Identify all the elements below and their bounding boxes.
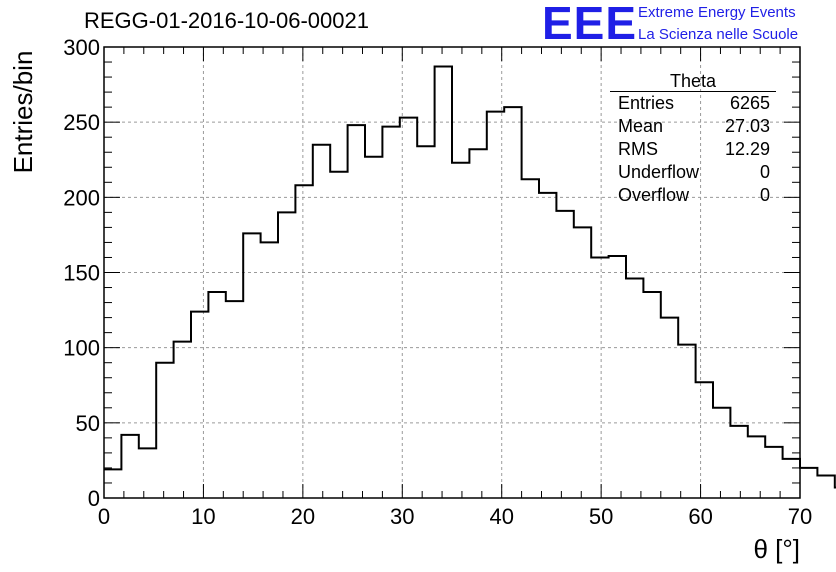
y-tick-label: 250 bbox=[63, 110, 100, 135]
histogram-line bbox=[104, 65, 836, 489]
histogram-bin bbox=[469, 149, 486, 498]
histogram-bin bbox=[295, 185, 312, 498]
plot-frame bbox=[103, 46, 801, 499]
logo-line-2: La Scienza nelle Scuole bbox=[638, 26, 799, 43]
histogram-bin bbox=[661, 318, 678, 498]
stats-row-overflow: Overflow 0 bbox=[610, 184, 776, 207]
histogram-bin bbox=[417, 146, 434, 498]
histogram-bin bbox=[121, 435, 138, 498]
stats-value: 0 bbox=[759, 185, 770, 205]
stats-label: Entries bbox=[618, 93, 675, 113]
stats-box: Theta Entries 6265 Mean 27.03 RMS 12.29 … bbox=[610, 72, 776, 207]
histogram-bin bbox=[313, 145, 330, 498]
histogram-bin bbox=[626, 279, 643, 498]
stats-title: Theta bbox=[610, 72, 776, 92]
stats-label: Overflow bbox=[618, 185, 690, 205]
stats-value: 27.03 bbox=[724, 116, 770, 136]
eee-logo: EEE Extreme Energy Events La Scienza nel… bbox=[542, 0, 834, 49]
eee-logo-mark: EEE bbox=[542, 0, 638, 49]
histogram-bin bbox=[365, 157, 382, 498]
run-title: REGG-01-2016-10-06-00021 bbox=[84, 8, 369, 33]
histogram-bin bbox=[817, 475, 834, 498]
x-tick-label: 50 bbox=[589, 504, 613, 529]
histogram-series bbox=[104, 65, 836, 498]
histogram-bin bbox=[504, 107, 521, 498]
histogram-bin bbox=[487, 112, 504, 498]
histogram-bin bbox=[208, 292, 225, 498]
logo-line-1: Extreme Energy Events bbox=[638, 4, 796, 21]
histogram-bin bbox=[226, 301, 243, 498]
y-tick-label: 150 bbox=[63, 261, 100, 286]
stats-label: Mean bbox=[618, 116, 664, 136]
histogram-bin bbox=[174, 342, 191, 498]
x-axis-label: θ [°] bbox=[753, 534, 800, 564]
histogram-bin bbox=[400, 118, 417, 498]
tick-labels: 0 10 20 30 40 50 60 70 0 50 100 150 200 250 300 bbox=[63, 35, 812, 529]
histogram-bin bbox=[730, 426, 747, 498]
x-tick-label: 20 bbox=[291, 504, 315, 529]
stats-row-rms: RMS 12.29 bbox=[610, 138, 776, 161]
histogram-bin bbox=[800, 468, 817, 498]
y-tick-label: 200 bbox=[63, 185, 100, 210]
histogram-bin bbox=[382, 127, 399, 498]
histogram-bin bbox=[765, 447, 782, 498]
histogram-bin bbox=[348, 125, 365, 498]
histogram-bin bbox=[139, 448, 156, 498]
y-tick-label: 100 bbox=[63, 336, 100, 361]
histogram-bin bbox=[539, 193, 556, 498]
histogram-bin bbox=[783, 459, 800, 498]
y-tick-label: 300 bbox=[63, 35, 100, 60]
histogram-bin bbox=[104, 469, 121, 498]
histogram-bin bbox=[713, 408, 730, 498]
histogram-bin bbox=[556, 211, 573, 498]
stats-value: 0 bbox=[759, 162, 770, 182]
x-tick-label: 30 bbox=[390, 504, 414, 529]
stats-value: 12.29 bbox=[724, 139, 770, 159]
x-tick-label: 60 bbox=[688, 504, 712, 529]
histogram-bin bbox=[696, 382, 713, 498]
x-tick-label: 10 bbox=[191, 504, 215, 529]
histogram-bin bbox=[330, 172, 347, 498]
y-tick-label: 50 bbox=[76, 411, 100, 436]
histogram-bin bbox=[591, 257, 608, 498]
histogram-bin bbox=[748, 436, 765, 498]
histogram-bin bbox=[243, 233, 260, 498]
histogram-bin bbox=[643, 292, 660, 498]
histogram-bin bbox=[574, 227, 591, 498]
histogram-bin bbox=[278, 212, 295, 498]
histogram-bin bbox=[191, 312, 208, 498]
x-tick-label: 40 bbox=[489, 504, 513, 529]
x-tick-label: 0 bbox=[98, 504, 110, 529]
histogram-bin bbox=[452, 163, 469, 498]
histogram-bin bbox=[261, 242, 278, 498]
x-tick-label: 70 bbox=[788, 504, 812, 529]
y-axis-label: Entries/bin bbox=[8, 51, 38, 174]
stats-row-underflow: Underflow 0 bbox=[610, 161, 776, 184]
histogram-bin bbox=[156, 363, 173, 498]
stats-row-entries: Entries 6265 bbox=[610, 92, 776, 115]
histogram-bin bbox=[678, 345, 695, 498]
stats-label: Underflow bbox=[618, 162, 700, 182]
stats-row-mean: Mean 27.03 bbox=[610, 115, 776, 138]
histogram-bin bbox=[609, 256, 626, 498]
histogram-bin bbox=[435, 67, 452, 498]
stats-value: 6265 bbox=[729, 93, 770, 113]
stats-label: RMS bbox=[618, 139, 658, 159]
y-tick-label: 0 bbox=[88, 486, 100, 511]
histogram-bin bbox=[522, 179, 539, 498]
